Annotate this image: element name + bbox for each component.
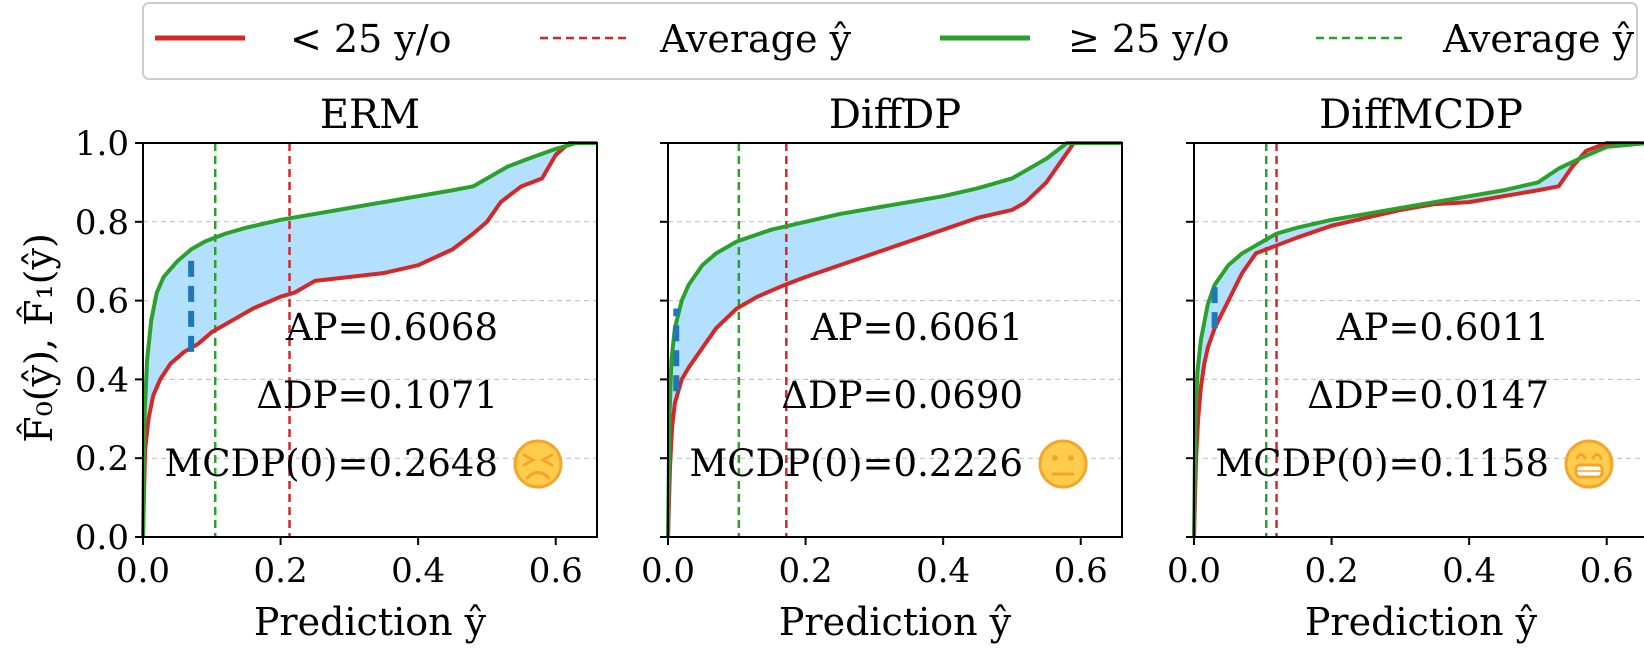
legend: < 25 y/o Average ŷ ≥ 25 y/o Average ŷ (142, 2, 1638, 80)
emoji-eye (1052, 455, 1058, 461)
stat-dp: ΔDP=0.0690 (781, 374, 1023, 417)
x-axis-label: Prediction ŷ (1305, 600, 1538, 644)
emoji-good-icon (1564, 439, 1614, 489)
stat-dp: ΔDP=0.1071 (256, 374, 498, 417)
gap-area (143, 143, 597, 537)
x-tick-label: 0.4 (916, 551, 970, 591)
legend-frame (142, 2, 1638, 80)
panel-diffmcdp: DiffMCDP 0.0 0.2 0.4 0.6 Prediction ŷ AP=0.601… (1167, 92, 1644, 644)
stat-ap: AP=0.6061 (810, 306, 1023, 349)
y-tick-label: 0.2 (75, 439, 129, 479)
emoji-face (1038, 439, 1088, 489)
panel-title: ERM (320, 92, 420, 138)
emoji-mouth (525, 471, 551, 480)
panel-title: DiffMCDP (1319, 92, 1523, 138)
stat-mcdp: MCDP(0)=0.1158 (1215, 442, 1549, 485)
series-line-old (141, 141, 597, 538)
panel-title: DiffDP (829, 92, 961, 138)
stat-mcdp: MCDP(0)=0.2648 (164, 442, 498, 485)
emoji-neutral-icon (1038, 439, 1088, 489)
emoji-eye (522, 453, 537, 467)
legend-label-young: < 25 y/o (290, 17, 452, 61)
stat-ap: AP=0.6011 (1336, 306, 1549, 349)
plot-frame (142, 142, 598, 538)
x-tick-label: 0.0 (641, 551, 695, 591)
emoji-eye (539, 453, 554, 467)
emoji-eye (1591, 453, 1603, 460)
emoji-bad-icon (513, 439, 563, 489)
x-tick-label: 0.6 (1054, 551, 1108, 591)
legend-label-avg-old: Average ŷ (1442, 17, 1635, 61)
x-tick-label: 0.6 (1580, 551, 1634, 591)
legend-label-avg-young: Average ŷ (659, 17, 852, 61)
emoji-face (513, 439, 563, 489)
series-line-young (141, 141, 597, 538)
y-tick-label: 0.6 (75, 282, 129, 322)
panel-erm: ERM 0.0 0.2 0.4 0.6 0.8 1.0 0.0 0.2 0.4 0.6 Predict… (75, 92, 598, 644)
panel-diffdp: DiffDP 0.0 0.2 0.4 0.6 Prediction ŷ AP=0.6061 Δ… (641, 92, 1123, 644)
x-tick-label: 0.2 (779, 551, 833, 591)
x-axis-label: Prediction ŷ (254, 600, 487, 644)
series-line-old (1192, 141, 1644, 538)
panels: ERM 0.0 0.2 0.4 0.6 0.8 1.0 0.0 0.2 0.4 0.6 Predict… (75, 92, 1644, 644)
y-tick-label: 1.0 (75, 124, 129, 164)
series-line-young (1192, 141, 1644, 538)
series-line-old (666, 141, 1122, 538)
emoji-eye (1068, 455, 1074, 461)
legend-label-old: ≥ 25 y/o (1068, 17, 1230, 61)
emoji-eye (1575, 453, 1587, 460)
y-tick-label: 0.0 (75, 518, 129, 558)
gap-area (668, 143, 1122, 537)
x-tick-label: 0.0 (116, 551, 170, 591)
stat-mcdp: MCDP(0)=0.2226 (689, 442, 1023, 485)
y-tick-label: 0.8 (75, 203, 129, 243)
x-tick-label: 0.2 (254, 551, 308, 591)
y-tick-label: 0.4 (75, 360, 129, 400)
plot-frame (1193, 142, 1644, 538)
x-tick-label: 0.0 (1167, 551, 1221, 591)
x-tick-label: 0.2 (1305, 551, 1359, 591)
stat-ap: AP=0.6068 (285, 306, 498, 349)
series-line-young (666, 141, 1122, 538)
x-tick-label: 0.4 (391, 551, 445, 591)
x-axis-label: Prediction ŷ (779, 600, 1012, 644)
x-tick-label: 0.4 (1442, 551, 1496, 591)
plot-frame (667, 142, 1123, 538)
stat-dp: ΔDP=0.0147 (1307, 374, 1549, 417)
x-tick-label: 0.6 (529, 551, 583, 591)
figure-ylabel: F̂₀(ŷ), F̂₁(ŷ) (17, 233, 61, 443)
